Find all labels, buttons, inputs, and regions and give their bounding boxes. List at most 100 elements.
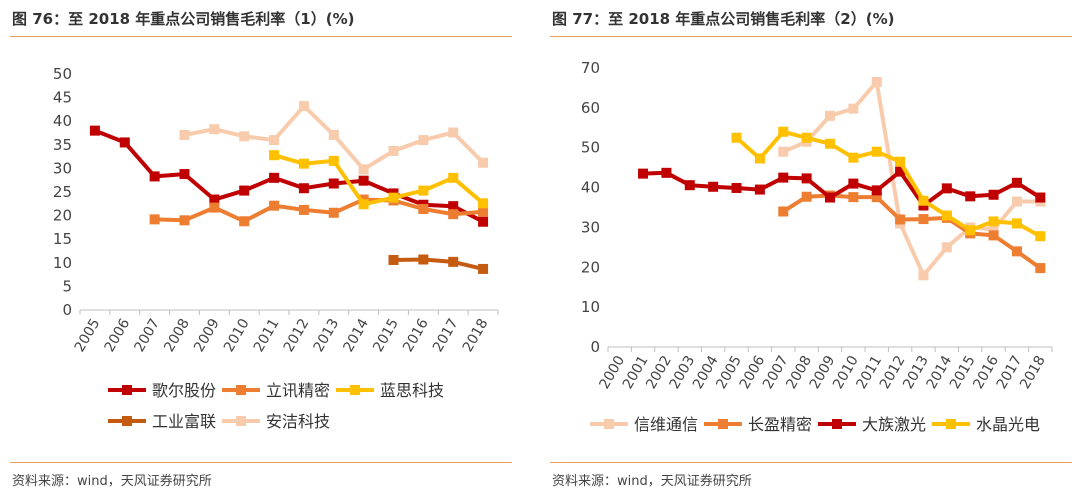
x-tick-label: 2018 (1017, 353, 1049, 392)
y-tick-label: 40 (53, 112, 72, 130)
x-axis: 2005200620072008200920102011201220132014… (72, 309, 499, 355)
figure-76-chart: 0 5 10 15 20 25 30 35 40 45 50 20052006200720082009… (53, 65, 499, 431)
x-tick-label: 2005 (72, 316, 104, 355)
data-point (269, 172, 280, 183)
data-point (965, 225, 976, 236)
y-tick-label: 0 (62, 301, 72, 319)
data-point (778, 126, 789, 137)
data-point (801, 132, 812, 143)
figure-77-title: 图 77：至 2018 年重点公司销售毛利率（2）(%) (552, 10, 895, 28)
data-point (328, 129, 339, 140)
y-tick-label: 30 (53, 159, 72, 177)
data-point (988, 189, 999, 200)
series-2 (778, 190, 1046, 274)
y-tick-label: 35 (53, 136, 72, 154)
data-point (848, 103, 859, 114)
series-line (154, 197, 484, 224)
data-point (1011, 196, 1022, 207)
y-tick-label: 15 (53, 230, 72, 248)
figure-77-source: 资料来源：wind，天风证券研究所 (552, 474, 752, 489)
series-line (643, 169, 1042, 208)
data-point (239, 185, 250, 196)
data-point (179, 169, 190, 180)
series-3 (638, 166, 1046, 211)
data-point (731, 132, 742, 143)
legend-item: 蓝思科技 (336, 381, 444, 400)
series-3 (269, 150, 489, 210)
data-point (149, 214, 160, 225)
data-point (119, 137, 130, 148)
data-point (871, 146, 882, 157)
data-point (179, 129, 190, 140)
data-point (418, 135, 429, 146)
legend-item: 立讯精密 (222, 381, 330, 400)
data-point (778, 146, 789, 157)
y-tick-label: 0 (590, 338, 600, 356)
legend-label: 歌尔股份 (152, 381, 216, 400)
data-point (871, 185, 882, 196)
y-tick-label: 50 (53, 65, 72, 83)
data-point (269, 200, 280, 211)
data-point (418, 203, 429, 214)
x-axis: 2000200120022003200420052006200720082009… (596, 346, 1053, 392)
data-point (1011, 177, 1022, 188)
data-point (1035, 263, 1046, 274)
data-point (965, 191, 976, 202)
data-point (778, 172, 789, 183)
y-tick-label: 20 (53, 207, 72, 225)
y-tick-label: 25 (53, 183, 72, 201)
figure-77-source-rule (550, 462, 1072, 463)
legend-item: 长盈精密 (704, 415, 812, 434)
data-point (478, 216, 489, 227)
x-tick-label: 2018 (460, 316, 492, 355)
data-point (1011, 246, 1022, 257)
series-2 (149, 194, 489, 227)
data-point (895, 214, 906, 225)
legend-swatch-marker (946, 419, 956, 429)
series-line (393, 257, 484, 271)
data-point (179, 215, 190, 226)
legend-swatch-marker (236, 385, 246, 395)
legend-label: 大族激光 (862, 415, 926, 434)
data-point (941, 183, 952, 194)
data-point (298, 204, 309, 215)
data-point (638, 168, 649, 179)
data-point (1011, 218, 1022, 229)
x-tick-label: 2015 (370, 316, 402, 355)
data-point (988, 230, 999, 241)
legend-item: 水晶光电 (932, 415, 1040, 434)
data-point (848, 192, 859, 203)
data-point (801, 191, 812, 202)
data-point (149, 171, 160, 182)
data-point (269, 150, 280, 161)
data-point (358, 164, 369, 175)
data-point (388, 192, 399, 203)
y-tick-label: 30 (581, 218, 600, 236)
data-point (941, 210, 952, 221)
data-point (448, 209, 459, 220)
y-tick-label: 50 (581, 139, 600, 157)
legend-label: 立讯精密 (266, 381, 330, 400)
x-tick-label: 2012 (281, 316, 313, 355)
figure-76-source-rule (10, 462, 512, 463)
x-tick-label: 2014 (340, 316, 372, 355)
x-tick-label: 2016 (400, 316, 432, 355)
legend-swatch-marker (350, 385, 360, 395)
data-point (478, 198, 489, 209)
figure-77-chart: 0 10 20 30 40 50 60 70 2000200120022003200420052… (581, 59, 1053, 434)
y-tick-label: 20 (581, 258, 600, 276)
data-point (388, 254, 399, 265)
y-tick-label: 70 (581, 59, 600, 77)
data-point (478, 263, 489, 274)
legend-item: 信维通信 (590, 415, 698, 434)
data-point (825, 192, 835, 203)
legend-label: 长盈精密 (748, 415, 812, 434)
data-point (478, 157, 489, 168)
data-point (89, 125, 100, 136)
data-point (239, 131, 250, 142)
legend-swatch-marker (236, 416, 246, 426)
legend-swatch-marker (122, 416, 132, 426)
data-point (941, 242, 952, 253)
data-point (895, 156, 906, 167)
